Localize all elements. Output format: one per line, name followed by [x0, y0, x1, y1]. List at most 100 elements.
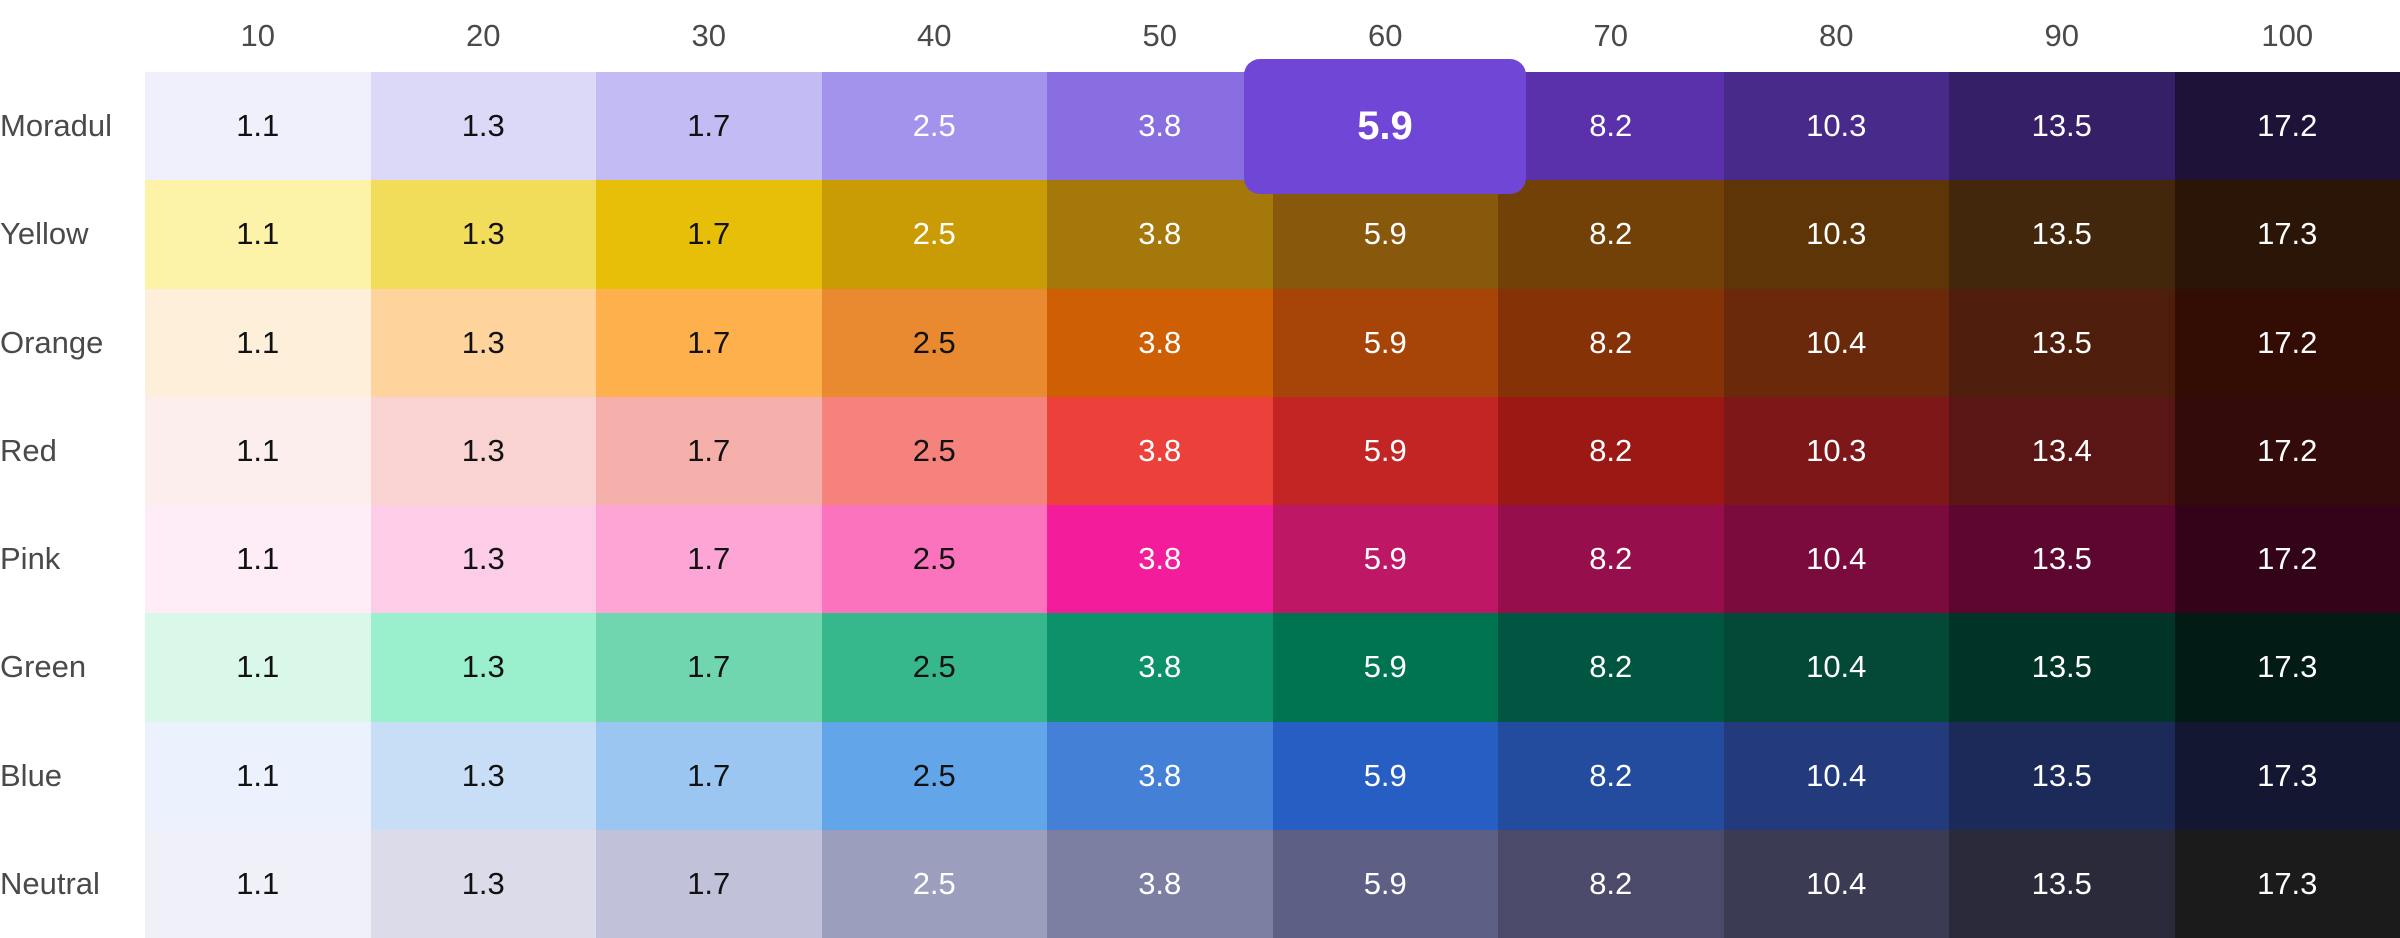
swatch-cell[interactable]: 3.8: [1047, 613, 1273, 722]
swatch-cell[interactable]: 13.5: [1949, 613, 2175, 722]
swatch-cell[interactable]: 17.2: [2174, 288, 2400, 397]
swatch-cell[interactable]: 13.5: [1949, 288, 2175, 397]
swatch-cell[interactable]: 1.3: [370, 505, 596, 614]
swatch-cell[interactable]: 3.8: [1047, 829, 1273, 938]
swatch-cell[interactable]: 1.7: [596, 505, 822, 614]
swatch-cell[interactable]: 5.9: [1272, 613, 1498, 722]
swatch-cell[interactable]: 1.1: [145, 288, 371, 397]
swatch-cell[interactable]: 17.2: [2174, 396, 2400, 505]
swatch-cell[interactable]: 5.9: [1272, 721, 1498, 830]
contrast-value: 8.2: [1589, 432, 1633, 468]
swatch-cell[interactable]: 1.7: [596, 829, 822, 938]
swatch-cell[interactable]: 1.1: [145, 180, 371, 289]
swatch-cell[interactable]: 13.5: [1949, 72, 2175, 181]
swatch-cell[interactable]: 3.8: [1047, 288, 1273, 397]
swatch-cell[interactable]: 1.3: [370, 396, 596, 505]
swatch-cell[interactable]: 17.3: [2174, 721, 2400, 830]
swatch-cell[interactable]: 8.2: [1498, 396, 1724, 505]
swatch-cell[interactable]: 13.5: [1949, 829, 2175, 938]
swatch-cell[interactable]: 2.5: [821, 721, 1047, 830]
swatch-cell[interactable]: 13.5: [1949, 505, 2175, 614]
contrast-value: 17.3: [2257, 865, 2318, 901]
swatch-cell[interactable]: 8.2: [1498, 721, 1724, 830]
swatch-cell[interactable]: 10.3: [1723, 396, 1949, 505]
contrast-value: 1.7: [687, 432, 731, 468]
contrast-value: 3.8: [1138, 432, 1182, 468]
swatch-cell[interactable]: 5.9: [1272, 829, 1498, 938]
row-label: Yellow: [0, 216, 89, 252]
swatch-cell[interactable]: 5.9: [1272, 396, 1498, 505]
swatch-cell[interactable]: 2.5: [821, 396, 1047, 505]
contrast-value: 17.3: [2257, 216, 2318, 252]
swatch-cell[interactable]: 1.7: [596, 396, 822, 505]
contrast-value: 3.8: [1138, 865, 1182, 901]
swatch-cell[interactable]: 13.5: [1949, 180, 2175, 289]
swatch-cell[interactable]: 5.9: [1272, 180, 1498, 289]
swatch-cell[interactable]: 2.5: [821, 505, 1047, 614]
swatch-cell[interactable]: 10.4: [1723, 505, 1949, 614]
swatch-cell[interactable]: 3.8: [1047, 396, 1273, 505]
swatch-cell[interactable]: 8.2: [1498, 505, 1724, 614]
swatch-cell[interactable]: 1.1: [145, 396, 371, 505]
contrast-value: 2.5: [912, 541, 956, 577]
swatch-cell[interactable]: 17.2: [2174, 72, 2400, 181]
contrast-value: 10.4: [1806, 757, 1867, 793]
swatch-cell[interactable]: 1.7: [596, 180, 822, 289]
swatch-cell[interactable]: 17.3: [2174, 180, 2400, 289]
swatch-cell[interactable]: 1.3: [370, 613, 596, 722]
contrast-value: 10.3: [1806, 432, 1867, 468]
swatch-cell[interactable]: 2.5: [821, 288, 1047, 397]
swatch-cell[interactable]: 2.5: [821, 180, 1047, 289]
swatch-cell[interactable]: 1.3: [370, 180, 596, 289]
swatch-cell[interactable]: 1.3: [370, 829, 596, 938]
highlighted-cell[interactable]: 5.9: [1244, 59, 1526, 194]
swatch-cell[interactable]: 1.7: [596, 613, 822, 722]
swatch-cell[interactable]: 2.5: [821, 829, 1047, 938]
swatch-cell[interactable]: 3.8: [1047, 505, 1273, 614]
swatch-cell[interactable]: 10.4: [1723, 829, 1949, 938]
contrast-value: 17.2: [2257, 541, 2318, 577]
contrast-value: 1.7: [687, 541, 731, 577]
swatch-cell[interactable]: 1.1: [145, 721, 371, 830]
swatch-cell[interactable]: 8.2: [1498, 829, 1724, 938]
swatch-cell[interactable]: 3.8: [1047, 180, 1273, 289]
swatch-cell[interactable]: 17.3: [2174, 829, 2400, 938]
swatch-cell[interactable]: 3.8: [1047, 72, 1273, 181]
swatch-cell[interactable]: 1.1: [145, 505, 371, 614]
swatch-cell[interactable]: 1.3: [370, 72, 596, 181]
contrast-value: 1.1: [236, 216, 280, 252]
swatch-cell[interactable]: 1.3: [370, 721, 596, 830]
palette-row-moradul: Moradul 1.1 1.3 1.7 2.5 3.8 5.9 8.2 10.3 13.5 17.2: [0, 72, 2400, 181]
swatch-cell[interactable]: 10.4: [1723, 613, 1949, 722]
swatch-cell[interactable]: 10.3: [1723, 180, 1949, 289]
swatch-cell[interactable]: 3.8: [1047, 721, 1273, 830]
swatch-cell[interactable]: 1.1: [145, 829, 371, 938]
swatch-cell[interactable]: 10.4: [1723, 721, 1949, 830]
swatch-cell[interactable]: 13.4: [1949, 396, 2175, 505]
swatch-cell[interactable]: 17.3: [2174, 613, 2400, 722]
contrast-value: 13.5: [2031, 649, 2092, 685]
swatch-cell[interactable]: 1.1: [145, 613, 371, 722]
swatch-cell[interactable]: 1.1: [145, 72, 371, 181]
swatch-cell[interactable]: 5.9: [1272, 288, 1498, 397]
contrast-value: 1.3: [461, 432, 505, 468]
swatch-cell[interactable]: 1.7: [596, 721, 822, 830]
swatch-cell[interactable]: 1.3: [370, 288, 596, 397]
swatch-cell[interactable]: 8.2: [1498, 613, 1724, 722]
highlighted-cell-value: 5.9: [1357, 104, 1413, 148]
swatch-cell[interactable]: 10.4: [1723, 288, 1949, 397]
swatch-cell[interactable]: 13.5: [1949, 721, 2175, 830]
swatch-cell[interactable]: 1.7: [596, 288, 822, 397]
contrast-value: 5.9: [1363, 432, 1407, 468]
swatch-cell[interactable]: 8.2: [1498, 288, 1724, 397]
swatch-cell[interactable]: 8.2: [1498, 180, 1724, 289]
swatch-cell[interactable]: 10.3: [1723, 72, 1949, 181]
swatch-cell[interactable]: 17.2: [2174, 505, 2400, 614]
contrast-value: 2.5: [912, 324, 956, 360]
swatch-cell[interactable]: 2.5: [821, 72, 1047, 181]
swatch-cell[interactable]: 8.2: [1498, 72, 1724, 181]
swatch-cell[interactable]: 1.7: [596, 72, 822, 181]
swatch-cell[interactable]: 5.9: [1272, 505, 1498, 614]
contrast-value: 17.2: [2257, 108, 2318, 144]
swatch-cell[interactable]: 2.5: [821, 613, 1047, 722]
